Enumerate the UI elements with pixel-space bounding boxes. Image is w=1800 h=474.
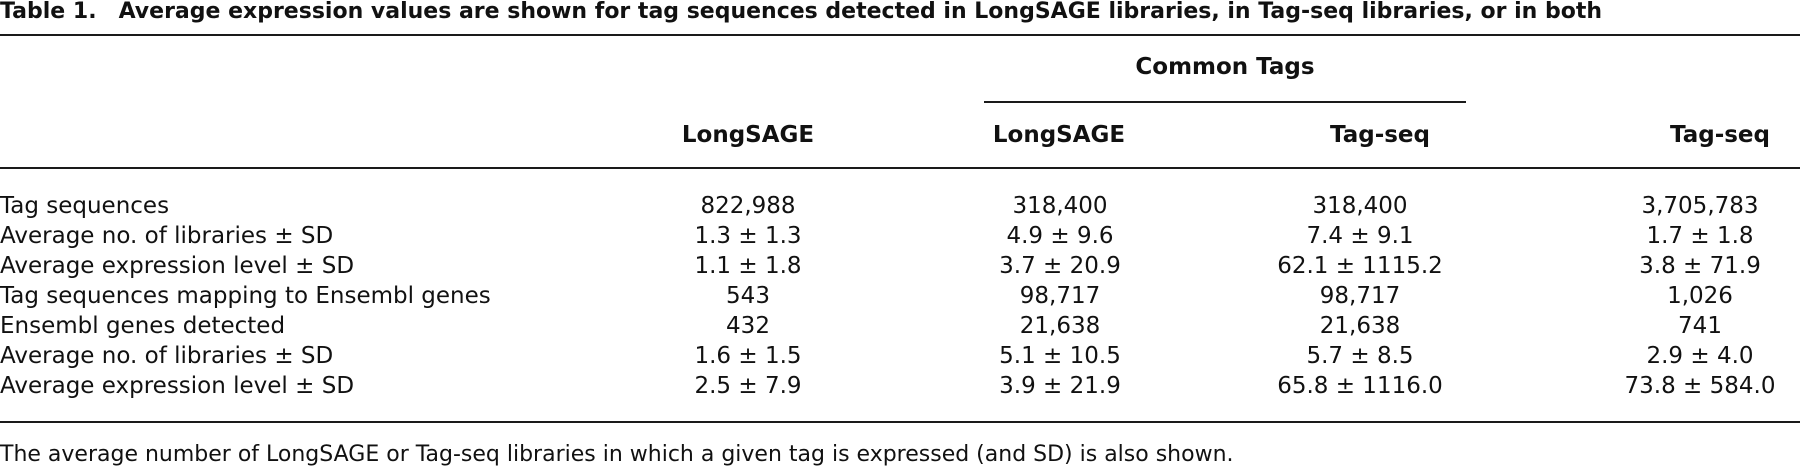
cell-common-longsage: 3.9 ± 21.9 (999, 373, 1121, 399)
col-header-common-tagseq: Tag-seq (1329, 122, 1430, 148)
table-row: Tag sequences mapping to Ensembl genes 5… (0, 281, 1800, 311)
cell-longsage: 2.5 ± 7.9 (694, 373, 802, 399)
row-label: Tag sequences mapping to Ensembl genes (0, 283, 491, 309)
cell-tagseq: 3.8 ± 71.9 (1639, 253, 1761, 279)
cell-longsage: 1.1 ± 1.8 (694, 253, 802, 279)
col-header-tagseq: Tag-seq (1669, 122, 1770, 148)
header-rule (0, 167, 1800, 169)
cell-tagseq: 1.7 ± 1.8 (1646, 223, 1754, 249)
row-label: Average no. of libraries ± SD (0, 343, 334, 369)
cell-tagseq: 1,026 (1667, 283, 1733, 309)
cell-common-tagseq: 21,638 (1319, 313, 1401, 339)
cell-common-tagseq: 7.4 ± 9.1 (1306, 223, 1414, 249)
table-row: Ensembl genes detected 432 21,638 21,638… (0, 311, 1800, 341)
cell-tagseq: 741 (1678, 313, 1722, 339)
cell-longsage: 1.6 ± 1.5 (694, 343, 802, 369)
common-tags-header: Common Tags (1135, 54, 1315, 80)
common-tags-rule (984, 101, 1466, 103)
table-caption: Table 1. Average expression values are sh… (0, 0, 1602, 28)
cell-common-longsage: 5.1 ± 10.5 (999, 343, 1121, 369)
cell-tagseq: 2.9 ± 4.0 (1646, 343, 1754, 369)
table-row: Average expression level ± SD 2.5 ± 7.9 … (0, 371, 1800, 401)
cell-common-longsage: 98,717 (1019, 283, 1101, 309)
table-row: Average no. of libraries ± SD 1.6 ± 1.5 … (0, 341, 1800, 371)
row-label: Average expression level ± SD (0, 253, 355, 279)
row-label: Ensembl genes detected (0, 313, 286, 339)
row-label: Average no. of libraries ± SD (0, 223, 334, 249)
row-label: Tag sequences (0, 193, 170, 219)
cell-longsage: 822,988 (700, 193, 796, 219)
cell-common-tagseq: 65.8 ± 1116.0 (1277, 373, 1443, 399)
cell-common-longsage: 3.7 ± 20.9 (999, 253, 1121, 279)
table-row: Average no. of libraries ± SD 1.3 ± 1.3 … (0, 221, 1800, 251)
cell-common-longsage: 21,638 (1019, 313, 1101, 339)
cell-common-tagseq: 98,717 (1319, 283, 1401, 309)
top-rule (0, 34, 1800, 36)
table-body: Tag sequences 822,988 318,400 318,400 3,… (0, 191, 1800, 401)
bottom-rule (0, 421, 1800, 423)
table-title: Average expression values are shown for … (118, 0, 1603, 24)
table-row: Tag sequences 822,988 318,400 318,400 3,… (0, 191, 1800, 221)
cell-tagseq: 3,705,783 (1641, 193, 1759, 219)
table-footnote: The average number of LongSAGE or Tag-se… (0, 442, 1234, 467)
cell-longsage: 543 (726, 283, 770, 309)
row-label: Average expression level ± SD (0, 373, 355, 399)
cell-longsage: 432 (726, 313, 770, 339)
cell-tagseq: 73.8 ± 584.0 (1624, 373, 1776, 399)
col-header-longsage: LongSAGE (681, 122, 815, 148)
cell-common-tagseq: 62.1 ± 1115.2 (1277, 253, 1443, 279)
col-header-common-longsage: LongSAGE (992, 122, 1126, 148)
cell-common-tagseq: 5.7 ± 8.5 (1306, 343, 1414, 369)
table-row: Average expression level ± SD 1.1 ± 1.8 … (0, 251, 1800, 281)
cell-common-longsage: 4.9 ± 9.6 (1006, 223, 1114, 249)
cell-common-longsage: 318,400 (1012, 193, 1108, 219)
cell-longsage: 1.3 ± 1.3 (694, 223, 802, 249)
table-number: Table 1. (0, 0, 97, 24)
cell-common-tagseq: 318,400 (1312, 193, 1408, 219)
